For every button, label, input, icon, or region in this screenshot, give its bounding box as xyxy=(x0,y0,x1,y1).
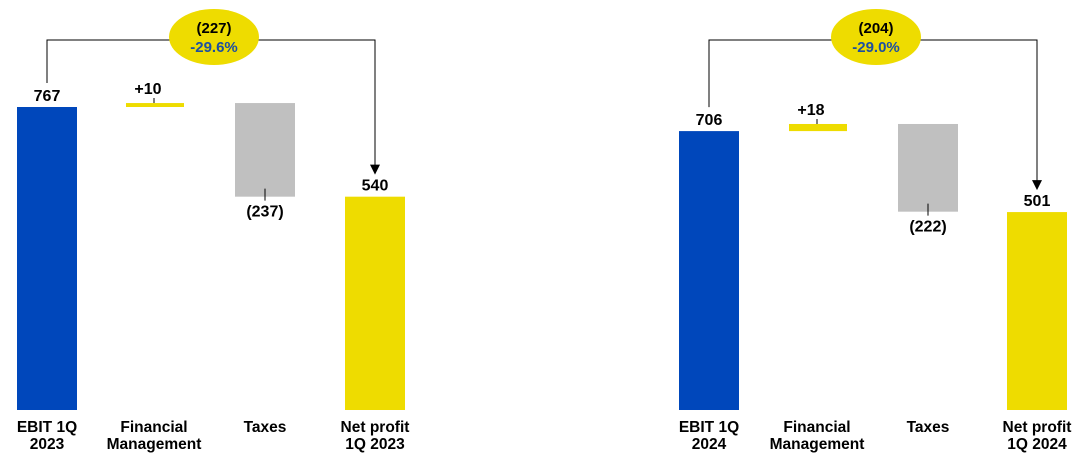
category-label-net-profit-line-2: 1Q 2023 xyxy=(345,436,405,453)
data-label-taxes: (237) xyxy=(246,204,283,221)
delta-badge xyxy=(831,9,921,65)
bar-ebit xyxy=(679,131,739,410)
data-label-ebit: 706 xyxy=(696,112,723,129)
bar-financial-management xyxy=(789,123,847,132)
bar-taxes xyxy=(235,103,295,197)
delta-label: (204) xyxy=(858,20,893,37)
category-label-net-profit-line-1: Net profit xyxy=(1003,419,1072,436)
arrow-head-icon xyxy=(1032,180,1042,191)
category-label-taxes-line-1: Taxes xyxy=(907,419,950,436)
category-label-ebit-line-1: EBIT 1Q xyxy=(679,419,739,436)
data-label-net-profit: 540 xyxy=(362,178,389,195)
percent-label: -29.0% xyxy=(852,39,900,56)
delta-label: (227) xyxy=(196,20,231,37)
data-label-financial-management: +18 xyxy=(797,102,824,119)
category-label-financial-management-line-1: Financial xyxy=(120,419,187,436)
bar-financial-management xyxy=(126,103,184,107)
data-label-financial-management: +10 xyxy=(134,81,161,98)
data-label-net-profit: 501 xyxy=(1024,193,1051,210)
data-label-taxes: (222) xyxy=(909,219,946,236)
arrow-head-icon xyxy=(370,164,380,175)
delta-badge xyxy=(169,9,259,65)
category-label-financial-management-line-2: Management xyxy=(107,436,202,453)
category-label-net-profit-line-1: Net profit xyxy=(341,419,410,436)
category-label-ebit-line-2: 2023 xyxy=(30,436,65,453)
category-label-ebit-line-1: EBIT 1Q xyxy=(17,419,77,436)
category-label-financial-management-line-1: Financial xyxy=(783,419,850,436)
bar-net-profit xyxy=(1007,212,1067,410)
category-label-taxes-line-1: Taxes xyxy=(244,419,287,436)
category-label-financial-management-line-2: Management xyxy=(770,436,865,453)
bar-ebit xyxy=(17,107,77,410)
bar-net-profit xyxy=(345,196,405,410)
percent-label: -29.6% xyxy=(190,39,238,56)
category-label-ebit-line-2: 2024 xyxy=(692,436,727,453)
category-label-net-profit-line-2: 1Q 2024 xyxy=(1007,436,1067,453)
data-label-ebit: 767 xyxy=(34,88,61,105)
bar-taxes xyxy=(898,123,958,212)
